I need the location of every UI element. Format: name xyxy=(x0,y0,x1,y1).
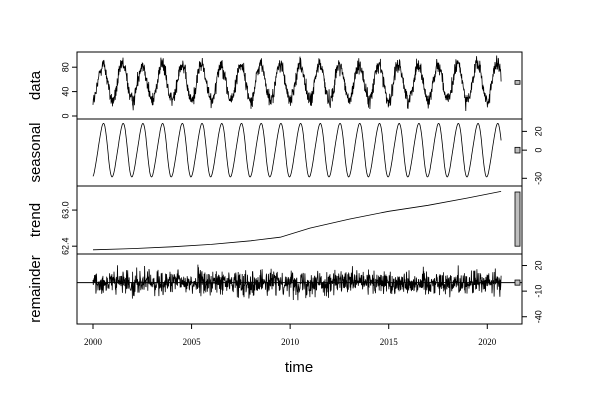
y-tick-label-remainder: -40 xyxy=(533,310,543,323)
panel-remainder: -40 -10 20 remainder xyxy=(27,253,543,325)
y-tick-label-data: 40 xyxy=(60,87,70,97)
y-tick-label-remainder: -10 xyxy=(533,285,543,298)
panel-label-data: data xyxy=(27,70,44,100)
y-tick-label-data: 80 xyxy=(60,62,70,72)
y-tick-label-trend: 63.0 xyxy=(60,201,70,219)
panel-label-trend: trend xyxy=(27,203,44,237)
series-line-trend xyxy=(92,191,502,251)
y-tick-label-trend: 62.4 xyxy=(60,237,70,255)
panel-seasonal: -30 0 20 seasonal xyxy=(27,118,543,187)
panel-frame xyxy=(76,253,523,325)
x-tick-label: 2005 xyxy=(183,337,202,347)
x-tick-label: 2020 xyxy=(478,337,497,347)
x-tick-label: 2010 xyxy=(281,337,300,347)
panel-label-remainder: remainder xyxy=(27,255,44,323)
y-tick-label-data: 0 xyxy=(60,113,70,118)
x-axis-label: time xyxy=(285,359,313,376)
series-line-data xyxy=(92,55,502,112)
panel-frame xyxy=(76,118,523,187)
y-tick-label-seasonal: 20 xyxy=(533,126,543,136)
series-line-seasonal xyxy=(92,122,502,178)
scale-reference-bar xyxy=(514,191,521,247)
y-tick-label-remainder: 20 xyxy=(533,261,543,271)
scale-reference-bar xyxy=(514,80,521,85)
panel-trend: 62.4 63.0 trend xyxy=(27,185,523,255)
scale-reference-bar xyxy=(514,146,521,154)
panel-data: 0 40 80 data xyxy=(27,51,523,120)
x-tick-label: 2015 xyxy=(380,337,399,347)
y-tick-label-seasonal: 0 xyxy=(533,148,543,153)
y-tick-label-seasonal: -30 xyxy=(533,172,543,185)
panel-frame xyxy=(76,185,523,255)
scale-reference-bar xyxy=(514,279,521,286)
panel-label-seasonal: seasonal xyxy=(27,122,44,182)
x-tick-label: 2000 xyxy=(84,337,103,347)
